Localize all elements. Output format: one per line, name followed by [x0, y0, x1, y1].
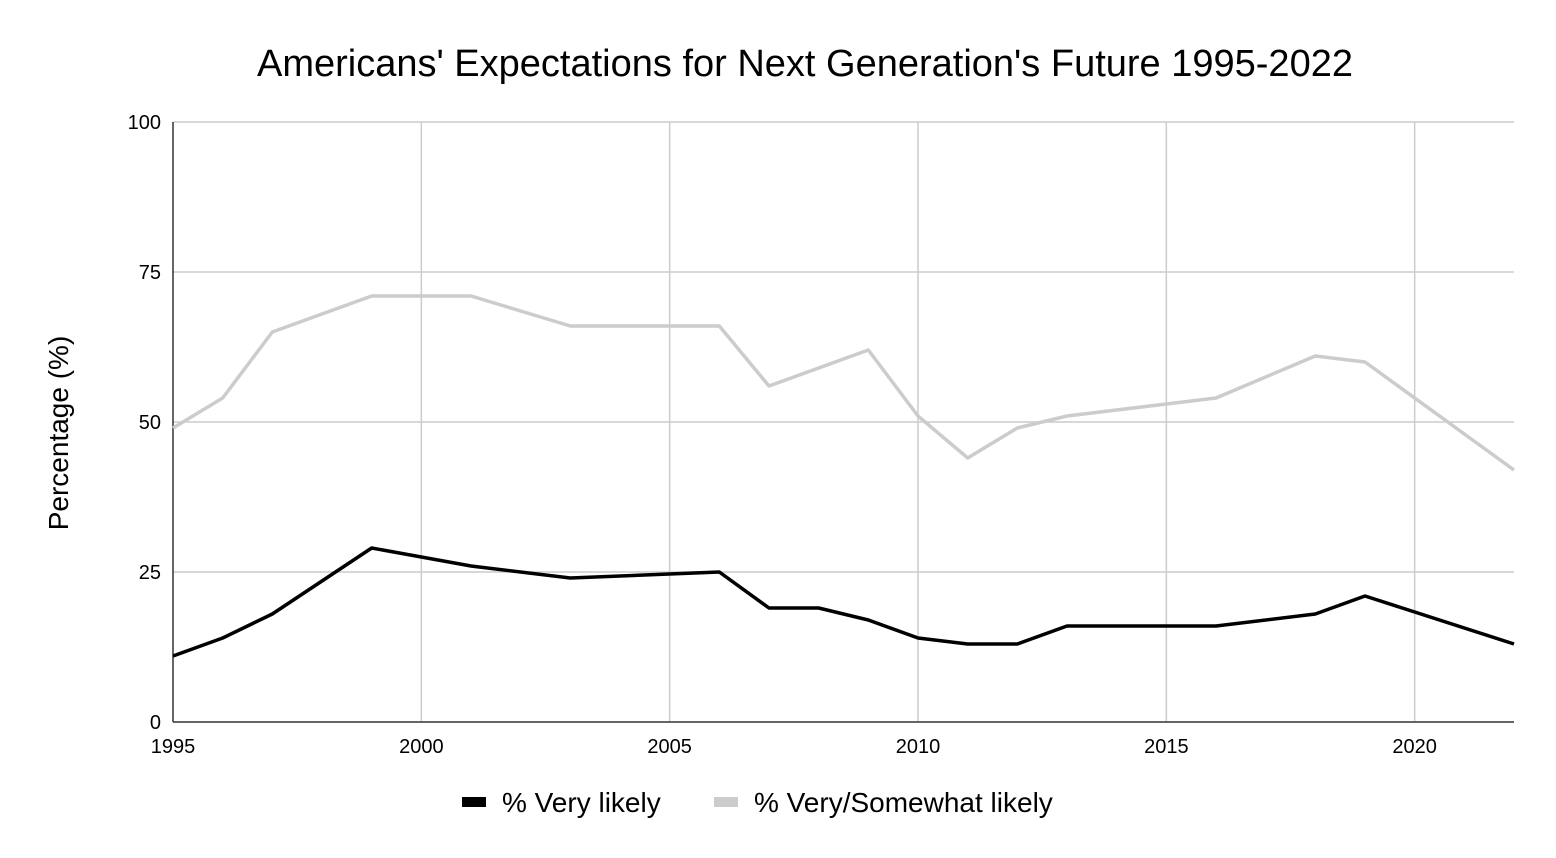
axes: [172, 122, 1514, 723]
series-line-0: [172, 546, 1515, 658]
x-tick-labels: 1995 2000 2005 2010 2015 2020: [151, 736, 1437, 758]
x-tick-label: 2000: [399, 736, 444, 758]
series-line-1: [172, 294, 1516, 472]
legend: % Very likely % Very/Somewhat likely: [462, 787, 1053, 818]
legend-swatch-0: [462, 797, 486, 807]
series-lines: [172, 294, 1516, 658]
x-tick-label: 2005: [647, 736, 692, 758]
y-tick-label: 50: [139, 412, 161, 434]
legend-label-0: % Very likely: [502, 787, 661, 818]
x-tick-label: 2020: [1392, 736, 1437, 758]
y-tick-label: 100: [128, 112, 161, 134]
y-tick-label: 75: [139, 262, 161, 284]
y-tick-label: 25: [139, 562, 161, 584]
x-tick-label: 2015: [1144, 736, 1189, 758]
y-tick-label: 0: [150, 712, 161, 734]
y-tick-labels: 0 25 50 75 100: [128, 112, 161, 734]
x-tick-label: 2010: [896, 736, 941, 758]
x-tick-label: 1995: [151, 736, 196, 758]
legend-swatch-1: [714, 797, 738, 807]
chart-title: Americans' Expectations for Next Generat…: [257, 43, 1353, 85]
y-axis-title: Percentage (%): [43, 336, 74, 531]
gridlines: [173, 121, 1514, 722]
legend-label-1: % Very/Somewhat likely: [754, 787, 1053, 818]
